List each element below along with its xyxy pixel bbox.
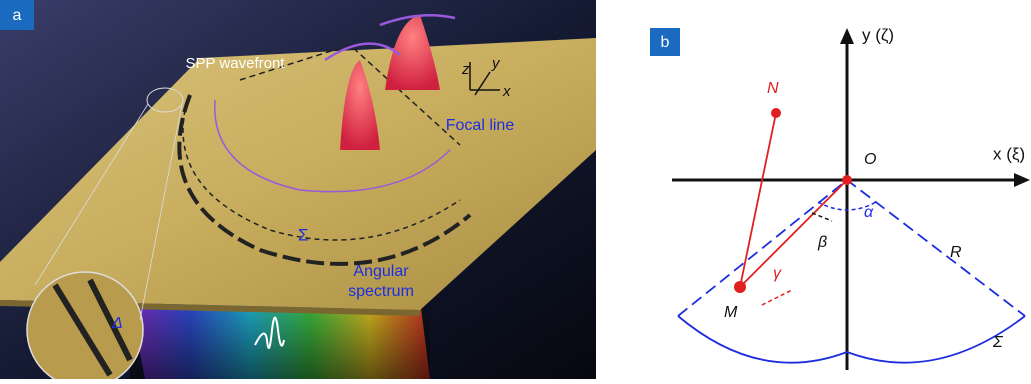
annotation: spectrum [348, 283, 414, 300]
radius-label: R [950, 244, 962, 261]
axis-label: z [461, 61, 470, 78]
panel-a: a SPP wavefront Focal line Σ Angular spe… [0, 0, 596, 379]
figure: a SPP wavefront Focal line Σ Angular spe… [0, 0, 1031, 379]
point-label: N [767, 80, 779, 97]
annotation: SPP wavefront [186, 55, 286, 72]
panel-label: b [661, 34, 670, 51]
sector-radii [678, 180, 1025, 316]
annotation: Σ [298, 225, 309, 244]
annotation: Angular [353, 263, 409, 280]
sigma-arc [678, 316, 1025, 363]
zoom-inset [27, 272, 143, 379]
axis-label: x [502, 83, 511, 100]
panel-label: a [13, 7, 22, 24]
page: a SPP wavefront Focal line Σ Angular spe… [0, 0, 1031, 384]
beta-mark [812, 213, 832, 221]
angle-label: β [817, 234, 827, 251]
point-n [771, 108, 781, 118]
line-mn [740, 113, 776, 287]
axis-label: y (ζ) [862, 25, 894, 44]
axis-label: x (ξ) [993, 144, 1025, 163]
point-label: M [724, 304, 738, 321]
point-label: O [864, 151, 876, 168]
angle-label: α [864, 204, 874, 221]
annotation: Focal line [446, 117, 515, 134]
x-arrow [1014, 173, 1030, 187]
angle-label: γ [773, 265, 782, 282]
point-m [734, 281, 746, 293]
gamma-arc [762, 290, 792, 305]
arc-label: Σ [992, 334, 1004, 351]
point-o [842, 175, 852, 185]
annotation: Δ [111, 315, 123, 332]
line-mo [740, 180, 847, 287]
y-arrow [840, 28, 854, 44]
panel-b: b y (ζ) x (ξ) N O M α β γ R Σ [650, 25, 1030, 370]
